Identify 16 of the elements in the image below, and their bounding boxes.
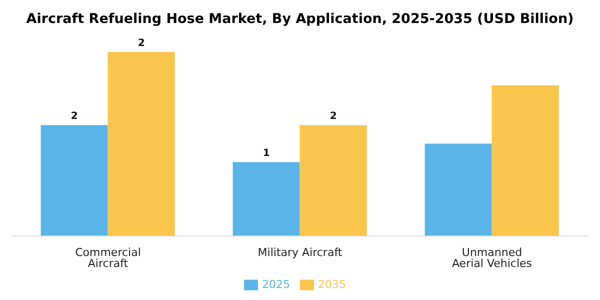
data-label: 1: [262, 148, 270, 160]
bar: [232, 162, 300, 236]
bar: [40, 125, 108, 236]
legend-label: 2035: [318, 278, 346, 292]
bar: [424, 144, 492, 236]
x-tick-label: Unmanned Aerial Vehicles: [452, 246, 532, 270]
x-tick-label: Military Aircraft: [258, 246, 343, 259]
x-tick-label: Commercial Aircraft: [75, 246, 141, 270]
data-label: 2: [330, 111, 337, 122]
bar: [108, 52, 175, 236]
bar: [300, 125, 367, 236]
chart-title: Aircraft Refueling Hose Market, By Application, 2025-2035 (USD Billion): [25, 10, 575, 29]
legend-label: 2025: [262, 278, 290, 292]
data-label: 2: [70, 111, 78, 122]
data-label: 2: [138, 38, 145, 49]
bar: [492, 85, 559, 236]
